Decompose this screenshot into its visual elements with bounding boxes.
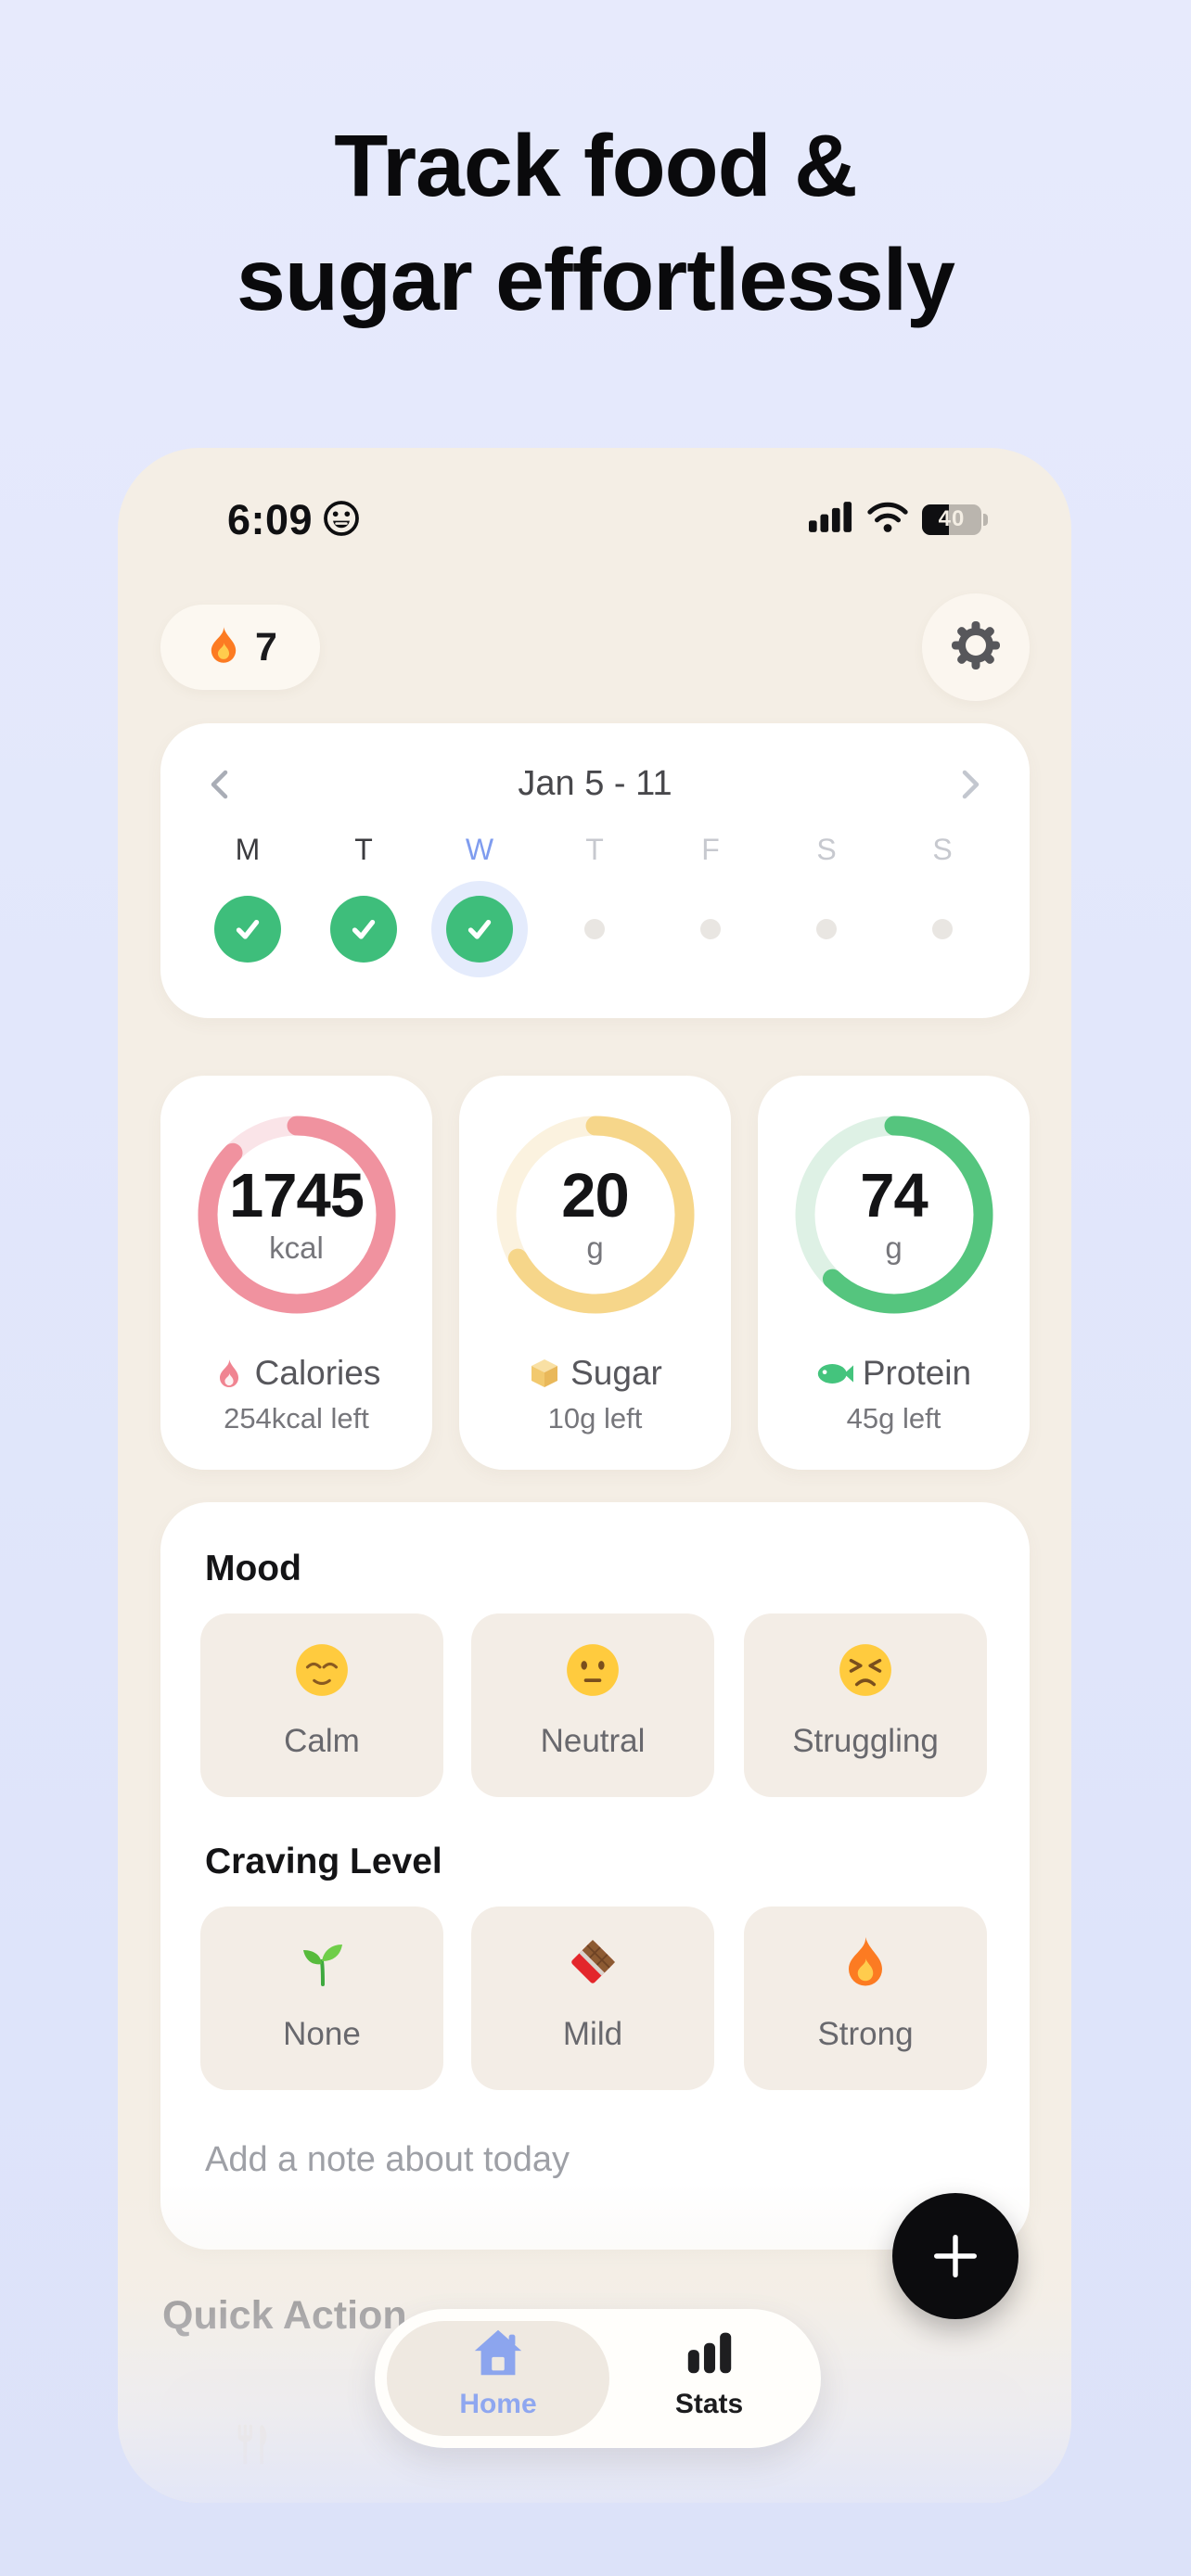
- craving-mild-label: Mild: [562, 2016, 623, 2052]
- craving-mild-button[interactable]: Mild: [471, 1906, 714, 2090]
- page-title-line2: sugar effortlessly: [237, 231, 955, 329]
- protein-remaining: 45g left: [846, 1402, 941, 1435]
- fork-knife-icon: [225, 2417, 279, 2476]
- calories-ring: 1745 kcal: [195, 1113, 399, 1317]
- calories-card: 1745 kcal Calories 254kcal left: [160, 1076, 432, 1470]
- week-card: Jan 5 - 11 M T W T F S S: [160, 723, 1030, 1018]
- neutral-face-icon: [471, 1641, 714, 1699]
- day-label-tue: T: [354, 833, 373, 866]
- fish-icon: [816, 1358, 853, 1389]
- status-bar: 6:09: [118, 496, 1071, 548]
- day-label-thu: T: [585, 833, 604, 866]
- tab-home-label: Home: [459, 2389, 537, 2419]
- week-range-label: Jan 5 - 11: [518, 764, 672, 803]
- protein-value: 74: [860, 1161, 928, 1231]
- streak-count: 7: [255, 624, 277, 670]
- fire-icon: [744, 1934, 987, 1990]
- mood-neutral-label: Neutral: [540, 1723, 646, 1759]
- calories-label: Calories: [254, 1354, 381, 1392]
- day-done-check[interactable]: [214, 896, 281, 963]
- battery-percent: 40: [938, 506, 966, 531]
- mood-struggling-label: Struggling: [792, 1723, 939, 1759]
- calories-value: 1745: [228, 1161, 365, 1231]
- mood-calm-label: Calm: [284, 1723, 360, 1759]
- tab-home[interactable]: Home: [387, 2309, 609, 2448]
- tab-stats[interactable]: Stats: [609, 2309, 809, 2448]
- protein-unit: g: [885, 1231, 903, 1265]
- sugar-ring: 20 g: [493, 1113, 698, 1317]
- next-week-button[interactable]: [950, 764, 991, 805]
- craving-strong-button[interactable]: Strong: [744, 1906, 987, 2090]
- battery-icon: 40: [922, 504, 988, 535]
- day-future-dot: [584, 919, 605, 939]
- fire-icon: [203, 625, 244, 670]
- day-future-dot: [816, 919, 837, 939]
- protein-ring: 74 g: [792, 1113, 996, 1317]
- persevering-face-icon: [744, 1641, 987, 1699]
- sugar-label: Sugar: [570, 1354, 662, 1392]
- plus-icon: [928, 2229, 982, 2283]
- craving-none-label: None: [283, 2016, 361, 2052]
- day-label-fri: F: [701, 833, 720, 866]
- craving-title: Craving Level: [205, 1842, 442, 1881]
- mood-title: Mood: [205, 1549, 301, 1588]
- wifi-icon: [866, 501, 909, 539]
- home-icon: [387, 2326, 609, 2379]
- gear-icon: [951, 620, 1001, 675]
- quick-action-title: Quick Action: [162, 2293, 407, 2338]
- day-label-sun: S: [932, 833, 953, 866]
- mood-struggling-button[interactable]: Struggling: [744, 1613, 987, 1797]
- protein-card: 74 g Protein 45g left: [758, 1076, 1030, 1470]
- sugar-value: 20: [561, 1161, 630, 1231]
- calories-remaining: 254kcal left: [224, 1402, 369, 1435]
- sugar-unit: g: [586, 1231, 604, 1265]
- seedling-icon: [200, 1934, 443, 1990]
- phone-frame: 6:09: [118, 448, 1071, 2503]
- sugar-remaining: 10g left: [547, 1402, 643, 1435]
- prev-week-button[interactable]: [199, 764, 240, 805]
- calories-unit: kcal: [269, 1231, 324, 1265]
- mood-calm-button[interactable]: Calm: [200, 1613, 443, 1797]
- day-done-check[interactable]: [330, 896, 397, 963]
- page-title-line1: Track food &: [334, 117, 857, 215]
- day-label-mon: M: [235, 833, 261, 866]
- streak-badge[interactable]: 7: [160, 605, 320, 690]
- battery-fill: [922, 504, 949, 535]
- add-button[interactable]: [892, 2193, 1018, 2319]
- day-future-dot: [932, 919, 953, 939]
- craving-none-button[interactable]: None: [200, 1906, 443, 2090]
- grinning-face-icon: [322, 499, 361, 542]
- chocolate-bar-icon: [471, 1934, 714, 1990]
- sugar-cube-icon: [528, 1357, 561, 1390]
- day-label-sat: S: [816, 833, 837, 866]
- sugar-card: 20 g Sugar 10g left: [459, 1076, 731, 1470]
- day-done-check-today[interactable]: [446, 896, 513, 963]
- day-future-dot: [700, 919, 721, 939]
- cellular-signal-icon: [809, 500, 853, 539]
- bar-chart-icon: [609, 2326, 809, 2378]
- craving-strong-label: Strong: [817, 2016, 914, 2052]
- clock: 6:09: [227, 496, 314, 543]
- mood-neutral-button[interactable]: Neutral: [471, 1613, 714, 1797]
- protein-label: Protein: [862, 1354, 972, 1392]
- relieved-face-icon: [200, 1641, 443, 1699]
- tab-bar: Home Stats: [375, 2309, 821, 2448]
- settings-button[interactable]: [922, 593, 1030, 701]
- day-label-wed: W: [465, 833, 494, 866]
- checkin-card: Mood Calm Neutral: [160, 1502, 1030, 2250]
- flame-icon: [212, 1357, 246, 1390]
- page-title: Track food & sugar effortlessly: [0, 109, 1191, 338]
- tab-stats-label: Stats: [674, 2389, 744, 2419]
- note-input[interactable]: Add a note about today: [205, 2140, 570, 2179]
